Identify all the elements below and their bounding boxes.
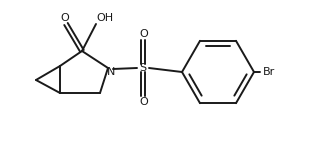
Text: O: O <box>140 29 149 39</box>
Text: Br: Br <box>263 67 275 77</box>
Text: N: N <box>107 67 115 77</box>
Text: O: O <box>61 13 69 23</box>
Text: OH: OH <box>96 13 114 23</box>
Text: S: S <box>139 63 147 73</box>
Text: O: O <box>140 97 149 107</box>
